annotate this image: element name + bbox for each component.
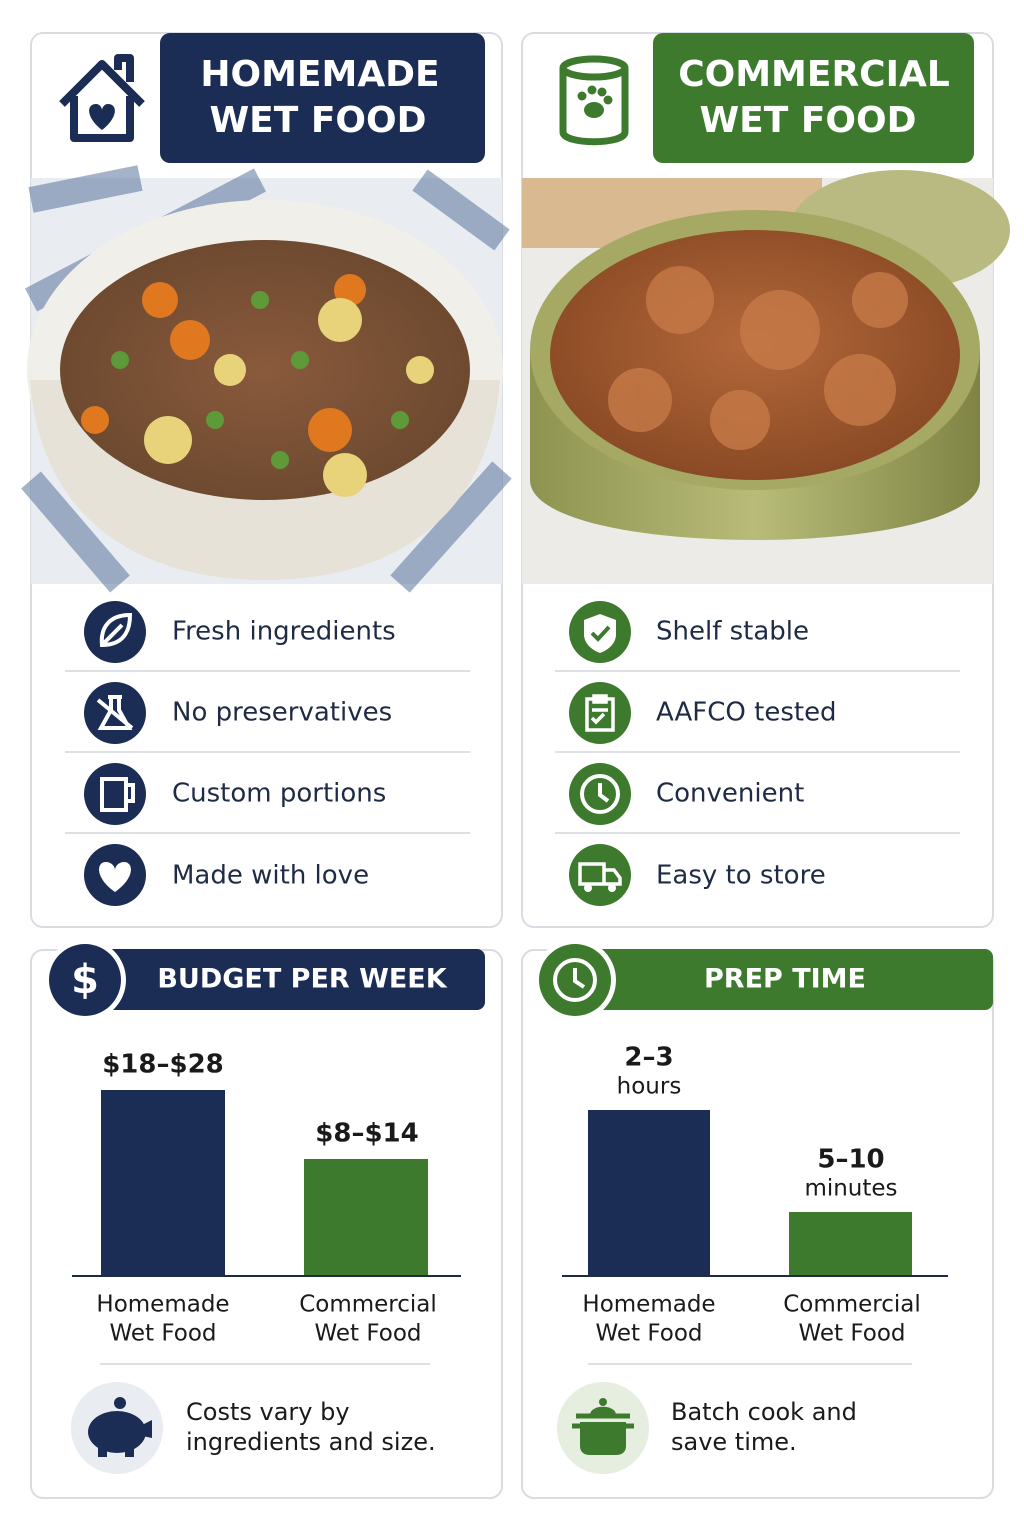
feature-text: No preservatives <box>172 698 392 728</box>
bar <box>588 1110 710 1276</box>
bar-label: Wet Food <box>798 1321 905 1347</box>
bar-label: Commercial <box>783 1292 921 1318</box>
feature-list: Shelf stable AAFCO tested Convenient Eas… <box>555 601 960 906</box>
piggy-icon <box>88 1397 152 1457</box>
card-title: COMMERCIAL <box>678 54 950 95</box>
section-title: BUDGET PER WEEK <box>157 964 447 995</box>
title-band <box>100 949 485 1010</box>
bar-label: Homemade <box>582 1292 715 1318</box>
title-band <box>590 949 993 1010</box>
house-icon <box>59 54 145 142</box>
bar-value-label: hours <box>617 1074 682 1100</box>
note-text: Costs vary by <box>186 1398 350 1426</box>
bar-label: Wet Food <box>314 1321 421 1347</box>
title-box <box>653 33 974 163</box>
bar-value-label: 5–10 <box>817 1145 884 1175</box>
feature-text: Easy to store <box>656 861 826 891</box>
note-text: Batch cook and <box>671 1398 857 1426</box>
homemade-card: HOMEMADE WET FOOD Fresh ingredients No p… <box>21 32 512 928</box>
bar-label: Wet Food <box>109 1321 216 1347</box>
note-text: ingredients and size. <box>186 1428 436 1456</box>
bar <box>789 1212 912 1276</box>
card-title: WET FOOD <box>209 100 426 141</box>
bar-value-label: $8–$14 <box>315 1119 418 1149</box>
feature-text: AAFCO tested <box>656 698 837 728</box>
feature-text: Fresh ingredients <box>172 617 396 647</box>
feature-text: Custom portions <box>172 779 386 809</box>
bowl-image <box>21 165 512 593</box>
pot-icon <box>572 1398 634 1455</box>
feature-text: Convenient <box>656 779 804 809</box>
can-icon <box>559 55 629 146</box>
card-title: WET FOOD <box>699 100 916 141</box>
feature-text: Made with love <box>172 861 369 891</box>
bar-value-label: $18–$28 <box>102 1050 224 1080</box>
bar-label: Commercial <box>299 1292 437 1318</box>
bar <box>304 1159 428 1276</box>
commercial-card: COMMERCIAL WET FOOD Shelf stable AAFCO t… <box>521 32 1010 928</box>
bar-label: Homemade <box>96 1292 229 1318</box>
section-title: PREP TIME <box>704 964 866 995</box>
budget-card: $ BUDGET PER WEEK $18–$28 $8–$14 Homemad… <box>30 939 503 1499</box>
can-image <box>522 170 1010 584</box>
bar-value-label: minutes <box>804 1176 897 1202</box>
feature-text: Shelf stable <box>656 617 809 647</box>
card-title: HOMEMADE <box>200 54 439 95</box>
note-text: save time. <box>671 1428 797 1456</box>
dollar-icon: $ <box>71 957 99 1003</box>
bar <box>101 1090 225 1276</box>
bar-value-label: 2–3 <box>624 1043 673 1073</box>
feature-list: Fresh ingredients No preservatives Custo… <box>65 601 470 906</box>
bar-label: Wet Food <box>595 1321 702 1347</box>
prep-card: PREP TIME 2–3 hours 5–10 minutes Homemad… <box>521 939 994 1499</box>
title-box <box>160 33 485 163</box>
